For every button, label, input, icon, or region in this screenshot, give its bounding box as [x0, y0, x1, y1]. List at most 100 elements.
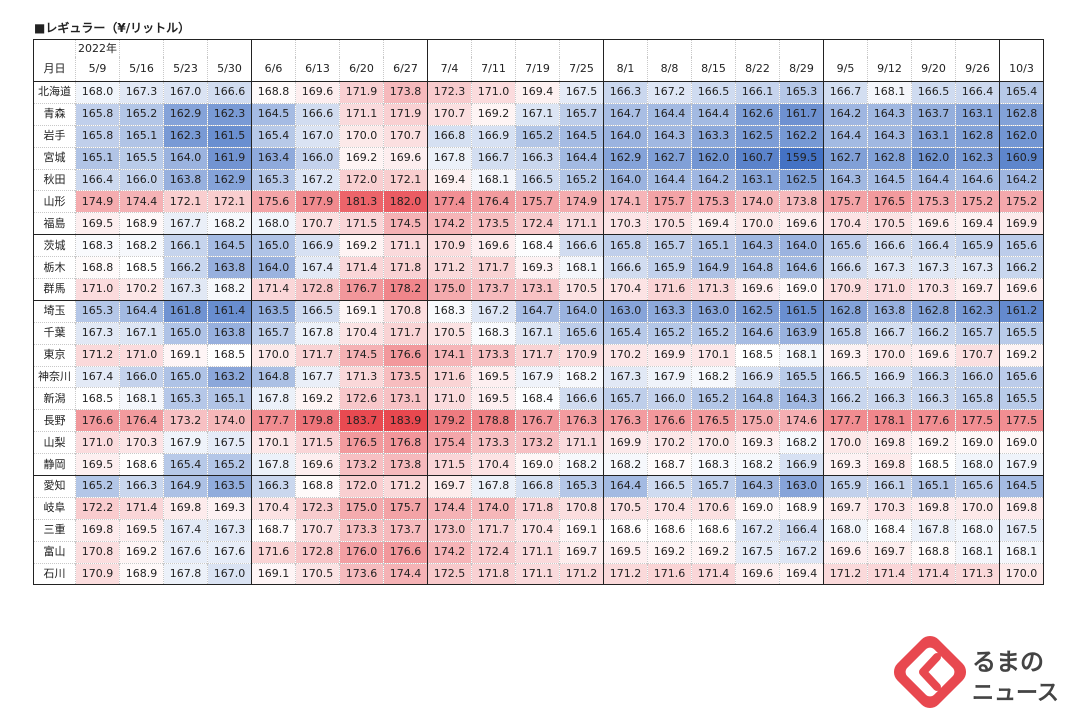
heatmap-cell: 165.3	[779, 81, 824, 104]
heatmap-cell: 171.1	[515, 562, 560, 585]
heatmap-cell: 167.5	[735, 540, 780, 564]
heatmap-cell: 170.3	[911, 278, 956, 301]
heatmap-cell: 170.5	[647, 212, 692, 235]
heatmap-cell: 162.3	[207, 102, 252, 126]
heatmap-cell: 172.4	[515, 212, 560, 235]
heatmap-cell: 161.8	[163, 299, 208, 323]
table-row: 秋田 166.4 166.0 163.8 162.9 165.3 167.2 172.0 172…	[33, 168, 1044, 191]
heatmap-cell: 178.8	[471, 409, 516, 432]
heatmap-cell: 176.6	[75, 409, 120, 432]
heatmap-cell: 174.9	[559, 190, 604, 213]
heatmap-cell: 174.9	[75, 190, 120, 213]
heatmap-cell: 165.4	[999, 81, 1044, 104]
heatmap-cell: 170.4	[471, 453, 516, 476]
heatmap-cell: 166.4	[955, 81, 1000, 104]
heatmap-cell: 169.0	[515, 453, 560, 476]
table-row: 青森 165.8 165.2 162.9 162.3 164.5 166.6 171.1 171…	[33, 102, 1044, 126]
heatmap-cell: 170.0	[823, 431, 868, 454]
heatmap-cell: 166.8	[427, 124, 472, 148]
heatmap-cell: 165.6	[999, 365, 1044, 388]
heatmap-cell: 177.7	[823, 409, 868, 432]
heatmap-cell: 161.5	[779, 299, 824, 323]
heatmap-cell: 170.8	[383, 299, 428, 323]
heatmap-cell: 176.6	[647, 409, 692, 432]
heatmap-cell: 165.2	[559, 168, 604, 191]
heatmap-cell: 168.6	[603, 518, 648, 542]
column-header-date: 5/16	[119, 57, 164, 82]
row-label-prefecture: 埼玉	[33, 299, 76, 323]
heatmap-cell: 166.7	[471, 146, 516, 170]
heatmap-cell: 170.4	[251, 496, 296, 520]
heatmap-cell: 169.3	[207, 496, 252, 520]
heatmap-cell: 171.7	[515, 343, 560, 367]
heatmap-cell: 167.2	[735, 518, 780, 542]
heatmap-cell: 169.2	[911, 431, 956, 454]
heatmap-cell: 176.3	[603, 409, 648, 432]
heatmap-cell: 162.8	[999, 102, 1044, 126]
heatmap-cell: 167.2	[295, 168, 340, 191]
heatmap-cell: 166.6	[295, 102, 340, 126]
heatmap-cell: 162.9	[603, 146, 648, 170]
heatmap-cell: 171.6	[647, 278, 692, 301]
heatmap-cell: 165.7	[647, 234, 692, 257]
column-header-date: 9/20	[911, 57, 956, 82]
heatmap-cell: 168.1	[471, 168, 516, 191]
table-row: 群馬 171.0 170.2 167.3 168.2 171.4 172.8 176.7 178…	[33, 278, 1044, 301]
heatmap-cell: 168.9	[779, 496, 824, 520]
header-year-cell	[603, 39, 648, 57]
heatmap-cell: 168.1	[559, 256, 604, 279]
heatmap-cell: 173.5	[471, 212, 516, 235]
heatmap-cell: 164.4	[647, 102, 692, 126]
heatmap-cell: 162.0	[911, 146, 956, 170]
heatmap-cell: 168.4	[867, 518, 912, 542]
table-row: 福島 169.5 168.9 167.7 168.2 168.0 170.7 171.5 174…	[33, 212, 1044, 235]
heatmap-cell: 171.5	[427, 453, 472, 476]
heatmap-cell: 169.6	[383, 146, 428, 170]
heatmap-cell: 174.4	[383, 562, 428, 585]
heatmap-cell: 164.2	[691, 168, 736, 191]
row-label-prefecture: 石川	[33, 562, 76, 585]
table-row: 富山 170.8 169.2 167.6 167.6 171.6 172.8 176.0 176…	[33, 540, 1044, 564]
heatmap-cell: 165.2	[647, 321, 692, 345]
heatmap-cell: 169.6	[471, 234, 516, 257]
heatmap-cell: 168.1	[867, 81, 912, 104]
heatmap-cell: 164.9	[691, 256, 736, 279]
heatmap-cell: 159.5	[779, 146, 824, 170]
heatmap-cell: 167.9	[515, 365, 560, 388]
heatmap-cell: 166.4	[911, 234, 956, 257]
heatmap-cell: 171.1	[559, 431, 604, 454]
heatmap-cell: 171.5	[295, 431, 340, 454]
heatmap-cell: 169.1	[163, 343, 208, 367]
heatmap-cell: 171.4	[251, 278, 296, 301]
row-label-prefecture: 静岡	[33, 453, 76, 476]
heatmap-cell: 167.1	[119, 321, 164, 345]
heatmap-cell: 169.6	[823, 540, 868, 564]
heatmap-cell: 165.7	[559, 102, 604, 126]
heatmap-cell: 172.6	[339, 387, 384, 410]
row-label-prefecture: 栃木	[33, 256, 76, 279]
column-header-date: 8/15	[691, 57, 736, 82]
heatmap-cell: 169.4	[515, 81, 560, 104]
heatmap-cell: 171.1	[515, 540, 560, 564]
heatmap-cell: 175.6	[251, 190, 296, 213]
heatmap-cell: 174.5	[339, 343, 384, 367]
column-header-date: 9/12	[867, 57, 912, 82]
heatmap-cell: 168.9	[119, 212, 164, 235]
row-label-prefecture: 茨城	[33, 234, 76, 257]
heatmap-cell: 171.2	[823, 562, 868, 585]
heatmap-cell: 163.8	[207, 256, 252, 279]
heatmap-cell: 165.4	[603, 321, 648, 345]
heatmap-cell: 165.7	[691, 475, 736, 498]
heatmap-cell: 173.8	[383, 453, 428, 476]
heatmap-cell: 171.2	[603, 562, 648, 585]
heatmap-cell: 176.6	[383, 343, 428, 367]
heatmap-cell: 169.5	[119, 518, 164, 542]
heatmap-cell: 166.0	[119, 365, 164, 388]
heatmap-cell: 165.6	[955, 475, 1000, 498]
heatmap-cell: 169.2	[339, 234, 384, 257]
heatmap-cell: 167.9	[999, 453, 1044, 476]
heatmap-cell: 166.5	[823, 365, 868, 388]
heatmap-cell: 171.1	[559, 212, 604, 235]
heatmap-cell: 164.6	[779, 256, 824, 279]
heatmap-cell: 164.0	[559, 299, 604, 323]
